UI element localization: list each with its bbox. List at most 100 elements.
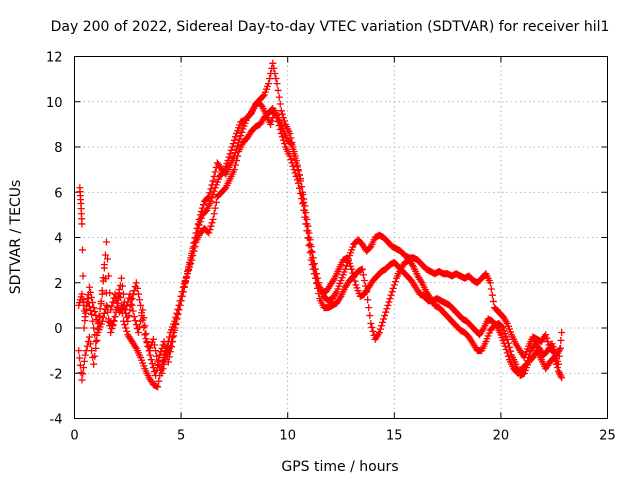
data-point [168,343,176,351]
data-point [90,324,98,332]
data-point [486,279,494,287]
x-axis-label: GPS time / hours [281,459,398,475]
y-tick-label: 4 [54,232,62,247]
data-point [207,197,215,205]
data-point [298,183,306,191]
data-point [88,347,96,355]
data-point [95,319,103,327]
data-point [165,353,173,361]
data-point [136,323,144,331]
data-point [112,308,120,316]
data-point [100,261,108,269]
data-point [86,288,94,296]
data-point [104,255,112,263]
data-point [130,313,138,321]
data-point [275,93,283,101]
data-point [89,317,97,325]
data-point [161,343,169,351]
data-point [224,157,232,165]
x-tick-label: 5 [177,429,185,444]
data-point [227,146,235,154]
data-point [272,75,280,83]
data-point [134,329,142,337]
data-point [156,351,164,359]
data-point [522,360,530,368]
data-point [307,247,315,255]
data-point [129,307,137,315]
data-point [176,301,184,309]
data-point [90,360,98,368]
data-point [118,282,126,290]
data-point [381,312,389,320]
data-point [133,284,141,292]
data-point [277,107,285,115]
data-point [501,342,509,350]
data-point [312,274,320,282]
data-point [558,374,566,382]
data-point [293,176,301,184]
data-point [122,324,130,332]
y-tick-label: 8 [54,141,62,156]
data-point [281,140,289,148]
data-point [231,161,239,169]
data-point [92,344,100,352]
data-point [194,224,202,232]
data-point [306,240,314,248]
data-point [102,301,110,309]
data-point [504,352,512,360]
data-point [268,117,276,125]
data-point [209,215,217,223]
data-point [132,279,140,287]
data-point [123,327,131,335]
data-point [208,194,216,202]
data-point [294,179,302,187]
data-point [234,152,242,160]
data-point [551,357,559,365]
data-point [287,155,295,163]
data-point [385,298,393,306]
data-point [210,187,218,195]
data-point [92,338,100,346]
data-point [140,314,148,322]
data-point [269,59,277,67]
data-point [189,247,197,255]
data-point [341,265,349,273]
data-point [503,335,511,343]
data-point [164,358,172,366]
data-point [141,331,149,339]
y-tick-label: 12 [46,51,63,66]
y-tick-label: 2 [54,277,62,292]
data-point [134,290,142,298]
x-tick-label: 20 [493,429,510,444]
data-point [81,317,89,325]
data-point [300,198,308,206]
data-point [166,348,174,356]
data-point [174,310,182,318]
data-point [81,351,89,359]
data-point [154,361,162,369]
data-point [266,75,274,83]
data-point [113,304,121,312]
data-point [107,329,115,337]
data-point [193,229,201,237]
data-point [154,383,162,391]
data-point [299,191,307,199]
data-point [155,377,163,385]
data-point [195,221,203,229]
data-point [376,325,384,333]
data-point [153,366,161,374]
data-point [557,344,565,352]
data-point [389,284,397,292]
data-point [299,200,307,208]
data-point [165,333,173,341]
data-point [207,222,215,230]
data-point [267,120,275,128]
data-point [173,315,181,323]
data-point [236,135,244,143]
data-point [139,306,147,314]
data-point [88,293,96,301]
data-point [94,325,102,333]
data-point [274,86,282,94]
data-point [310,265,318,273]
data-point [109,322,117,330]
